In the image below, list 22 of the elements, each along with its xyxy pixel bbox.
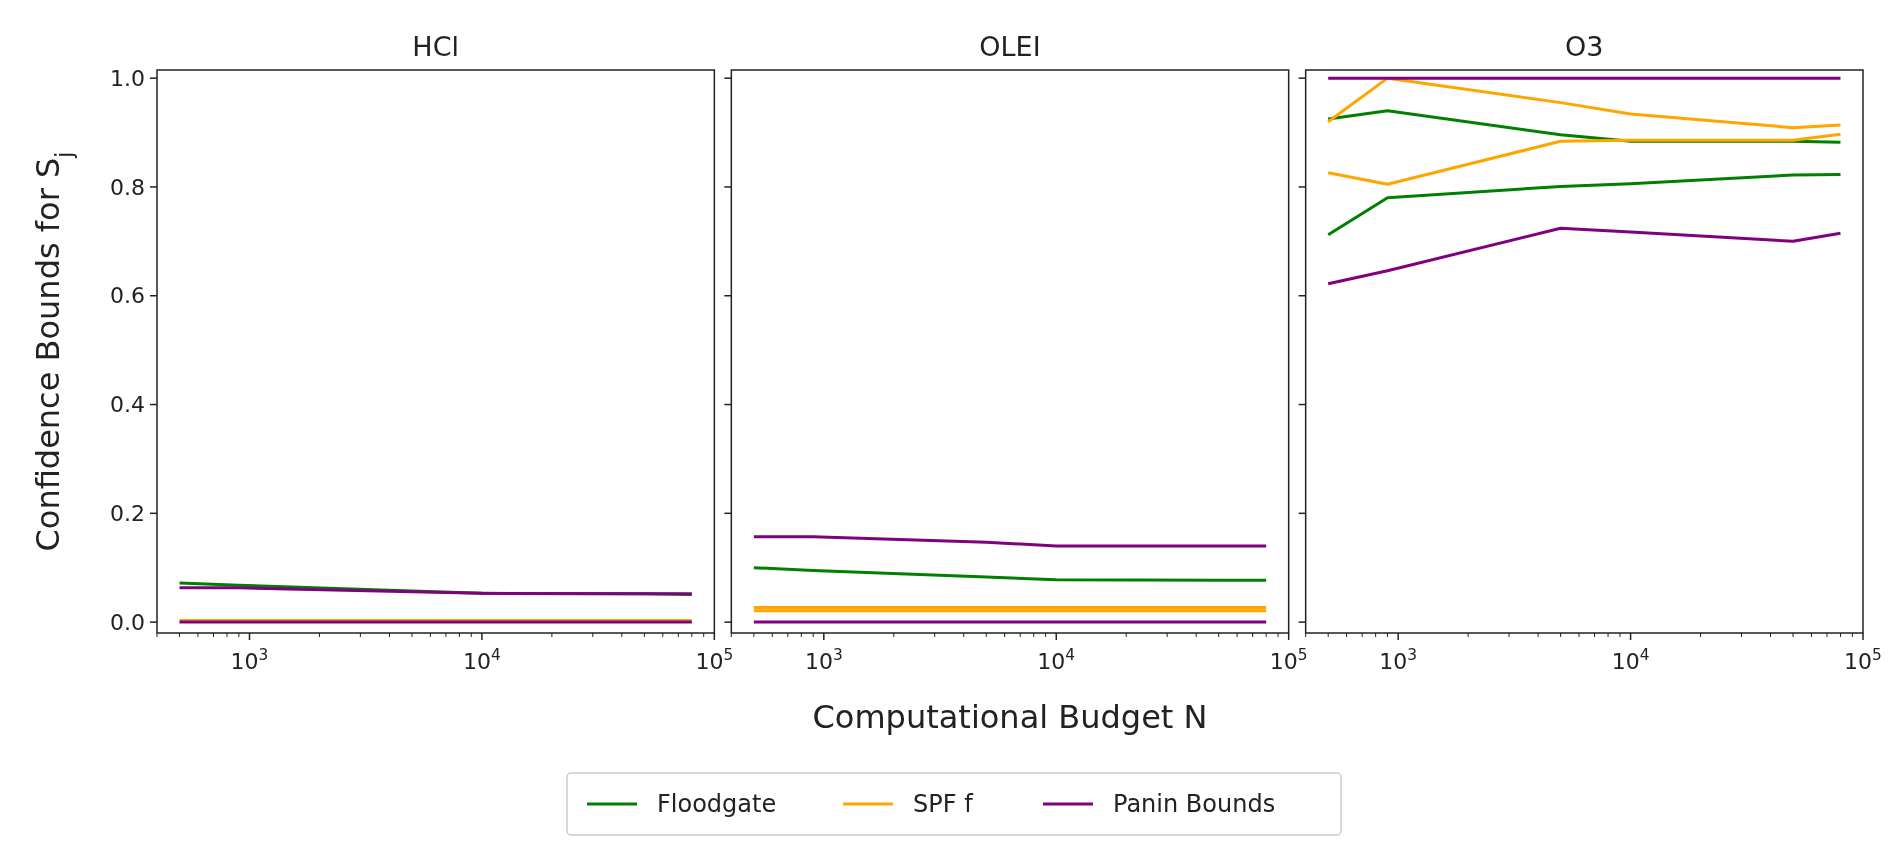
chart-title: OLEI bbox=[979, 31, 1041, 62]
y-tick-label: 0.2 bbox=[110, 501, 145, 527]
legend-label: Panin Bounds bbox=[1113, 790, 1276, 819]
y-tick-label: 0.8 bbox=[110, 174, 145, 200]
x-tick-label: 10$^{4}$ bbox=[463, 646, 501, 674]
y-tick-label: 1.0 bbox=[110, 65, 145, 91]
legend-label: Floodgate bbox=[657, 790, 777, 819]
legend-label: SPF f bbox=[913, 790, 974, 819]
y-tick-label: 0.4 bbox=[110, 392, 145, 418]
y-tick-label: 0.6 bbox=[110, 283, 145, 309]
x-tick-label: 10$^{3}$ bbox=[230, 646, 269, 674]
x-tick-label: 10$^{5}$ bbox=[695, 646, 734, 674]
x-tick-label: 10$^{3}$ bbox=[804, 646, 843, 674]
x-axis-title: Computational Budget N bbox=[812, 698, 1208, 736]
chart-title: O3 bbox=[1565, 31, 1604, 62]
x-tick-label: 10$^{5}$ bbox=[1269, 646, 1308, 674]
x-tick-label: 10$^{4}$ bbox=[1611, 646, 1650, 674]
x-tick-label: 10$^{3}$ bbox=[1379, 646, 1418, 674]
x-tick-label: 10$^{4}$ bbox=[1037, 646, 1076, 674]
chart-title: HCl bbox=[412, 31, 459, 62]
x-tick-label: 10$^{5}$ bbox=[1844, 646, 1882, 674]
y-tick-label: 0.0 bbox=[110, 609, 145, 635]
